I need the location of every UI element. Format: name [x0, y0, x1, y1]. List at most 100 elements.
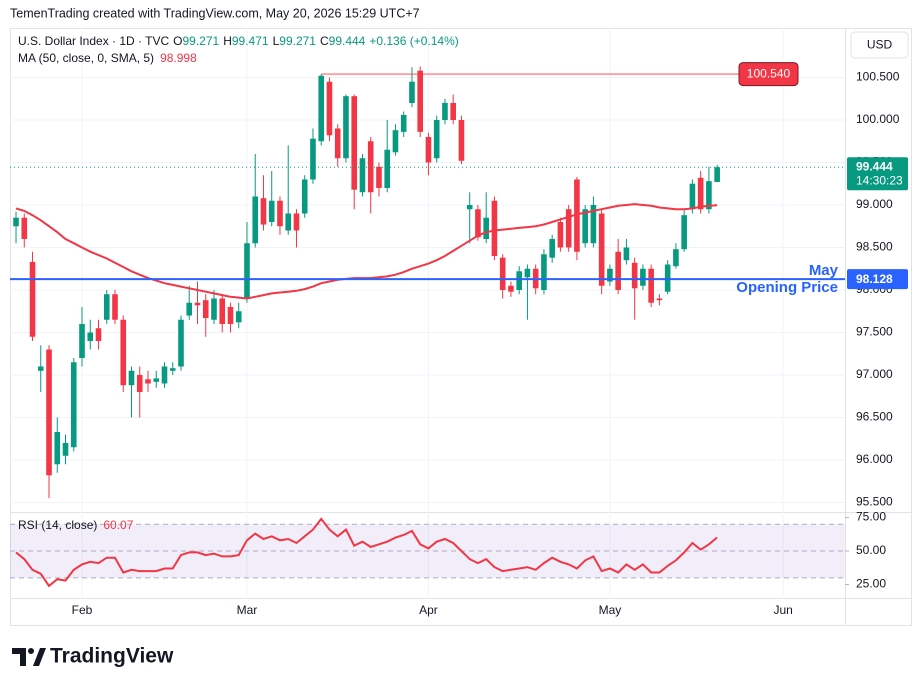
candle-body: [648, 268, 654, 303]
currency-box[interactable]: [850, 31, 909, 59]
candle-body: [211, 298, 217, 320]
candle-body: [516, 271, 522, 290]
candle-body: [70, 362, 77, 448]
legend: MA (50, close, 0, SMA, 5) 98.998: [18, 51, 197, 65]
legend-item: L: [273, 34, 280, 48]
y-tick-label: 96.500: [856, 410, 893, 424]
candle-body: [268, 200, 275, 222]
candle-body: [153, 378, 160, 382]
candle-body: [483, 217, 489, 239]
candle-body: [87, 332, 94, 342]
candle-body: [458, 119, 465, 161]
candle-body: [376, 166, 382, 188]
candle-body: [475, 209, 481, 238]
candle-body: [491, 200, 498, 256]
y-tick-label: 98.500: [856, 240, 893, 254]
y-tick-label: 97.000: [856, 367, 893, 381]
marks: [13, 66, 720, 588]
candle-body: [301, 179, 308, 214]
price-tag: [738, 62, 799, 87]
candle-body: [277, 200, 283, 227]
y-tick-label: 100.000: [856, 112, 900, 126]
frame: [10, 28, 912, 626]
header: TemenTrading created with TradingView.co…: [10, 6, 420, 20]
candle-body: [656, 298, 663, 301]
candle-body: [103, 294, 110, 320]
candle-body: [549, 238, 555, 258]
candle-body: [128, 370, 135, 386]
candle-body: [310, 138, 316, 180]
candle-body: [260, 198, 267, 225]
candle-body: [409, 81, 415, 103]
x-tick-label: Apr: [419, 603, 438, 617]
candle-body: [21, 217, 28, 239]
y-tick-label: 96.000: [856, 452, 893, 466]
candle-body: [673, 249, 679, 267]
y-tick-label: 99.000: [856, 197, 893, 211]
y-tick-label: 95.500: [856, 495, 893, 509]
candle-body: [54, 431, 61, 465]
legend-item: 99.271: [279, 34, 316, 48]
candle-body: [499, 257, 506, 290]
y-tick-label: 75.00: [856, 510, 886, 524]
candle-body: [29, 261, 36, 337]
candle-body: [285, 213, 292, 231]
y-tick-label: 97.500: [856, 325, 893, 339]
candle-body: [169, 368, 176, 371]
candle-body: [95, 328, 102, 342]
candle-body: [252, 196, 259, 244]
ma-line: [15, 203, 718, 300]
candle-body: [343, 96, 349, 159]
legend-item: +0.136 (+0.14%): [369, 34, 458, 48]
candle-body: [557, 221, 564, 248]
currency[interactable]: USD: [867, 38, 893, 52]
logo: TradingView: [50, 645, 174, 668]
candle-body: [565, 209, 572, 248]
candle-body: [590, 204, 597, 244]
candle-body: [62, 443, 69, 456]
candle-body: [359, 158, 366, 193]
candle-body: [161, 366, 168, 384]
legend: U.S. Dollar Index · 1D · TVC O99.271 H99.4…: [18, 34, 459, 48]
candle-body: [136, 375, 143, 393]
candle-body: [417, 70, 424, 132]
candle-body: [541, 254, 547, 290]
candle-body: [681, 215, 687, 250]
candle-body: [433, 119, 440, 159]
x-tick-label: Mar: [237, 603, 258, 617]
candle-body: [640, 268, 646, 286]
candle-body: [13, 217, 19, 227]
legend-item: O: [173, 34, 182, 48]
legend-item: 98.998: [160, 51, 197, 65]
legend-item: 99.471: [232, 34, 269, 48]
candle-body: [598, 213, 605, 286]
candle-body: [384, 149, 391, 188]
candle-body: [318, 75, 325, 142]
candle-body: [450, 102, 456, 120]
candle-body: [244, 243, 250, 299]
current-price-label: 99.444: [856, 159, 893, 173]
candle-body: [367, 141, 374, 193]
candle-body: [466, 204, 473, 210]
candle-body: [697, 177, 704, 210]
legend-item: U.S. Dollar Index · 1D · TVC: [18, 34, 169, 48]
candle-body: [607, 268, 613, 282]
x-tick-label: May: [599, 603, 622, 617]
candle-body: [145, 379, 151, 384]
price-line-title: Opening Price: [736, 279, 838, 296]
y-tick-label: 100.500: [856, 70, 900, 84]
candle-body: [46, 349, 52, 476]
logo-icon: [12, 648, 46, 666]
candle-body: [334, 128, 341, 159]
legend-item: MA (50, close, 0, SMA, 5): [18, 51, 154, 65]
candle-body: [120, 319, 127, 386]
legend-item: C: [320, 34, 329, 48]
candle-body: [574, 179, 580, 252]
legend: RSI (14, close) 60.07: [18, 518, 134, 532]
candle-body: [582, 209, 588, 244]
candle-body: [508, 285, 514, 292]
candle-body: [178, 319, 184, 367]
